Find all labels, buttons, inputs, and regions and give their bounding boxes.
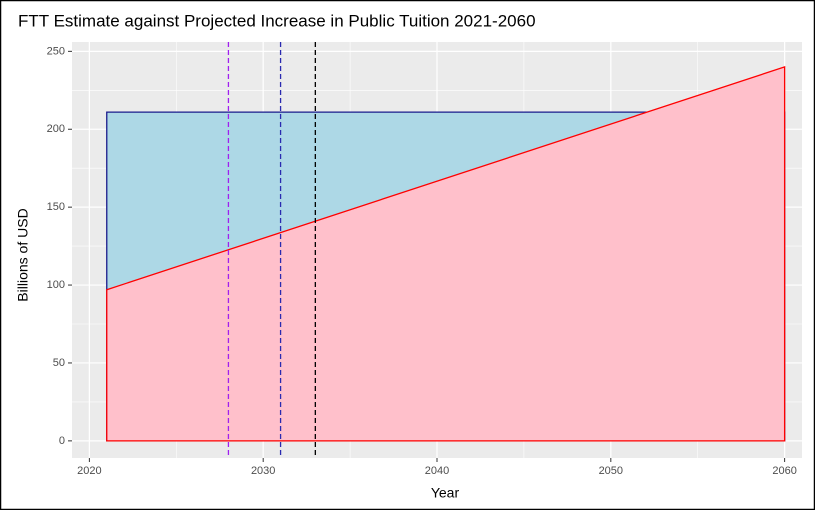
y-tick-label: 250 xyxy=(47,45,65,57)
y-axis-label: Billions of USD xyxy=(15,208,31,301)
area xyxy=(106,66,786,442)
y-tick-label: 50 xyxy=(53,357,65,369)
y-tick-label: 150 xyxy=(47,201,65,213)
x-tick-label: 2030 xyxy=(251,465,275,477)
y-tick-label: 0 xyxy=(59,435,65,447)
y-tick-label: 100 xyxy=(47,279,65,291)
x-tick-label: 2050 xyxy=(599,465,623,477)
y-tick-label: 200 xyxy=(47,123,65,135)
x-axis-label: Year xyxy=(431,485,460,501)
chart-title: FTT Estimate against Projected Increase … xyxy=(18,11,536,30)
x-tick-label: 2020 xyxy=(77,465,101,477)
x-tick-label: 2040 xyxy=(425,465,449,477)
x-tick-label: 2060 xyxy=(772,465,796,477)
